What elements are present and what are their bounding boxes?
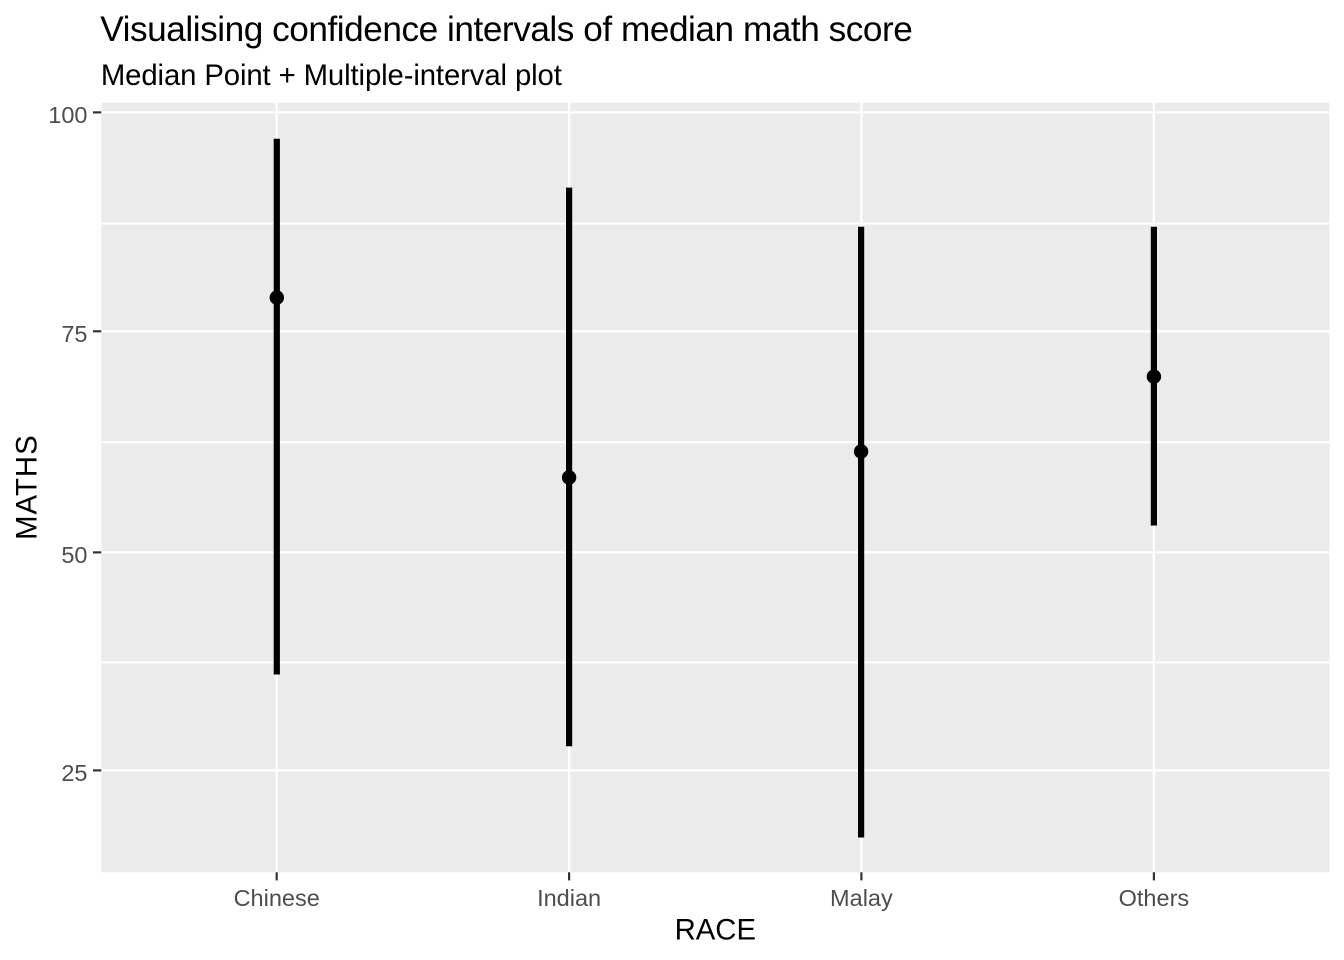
svg-text:Indian: Indian: [537, 885, 601, 911]
svg-text:100: 100: [48, 102, 87, 128]
svg-text:75: 75: [61, 321, 87, 347]
svg-text:Malay: Malay: [830, 885, 893, 911]
svg-text:Others: Others: [1119, 885, 1190, 911]
svg-text:Visualising confidence interva: Visualising confidence intervals of medi…: [100, 10, 912, 49]
svg-text:50: 50: [61, 542, 87, 568]
svg-text:MATHS: MATHS: [10, 434, 43, 540]
svg-text:25: 25: [61, 760, 87, 786]
svg-text:Chinese: Chinese: [234, 885, 320, 911]
svg-text:Median Point + Multiple-interv: Median Point + Multiple-interval plot: [101, 59, 562, 92]
svg-text:RACE: RACE: [675, 914, 756, 947]
